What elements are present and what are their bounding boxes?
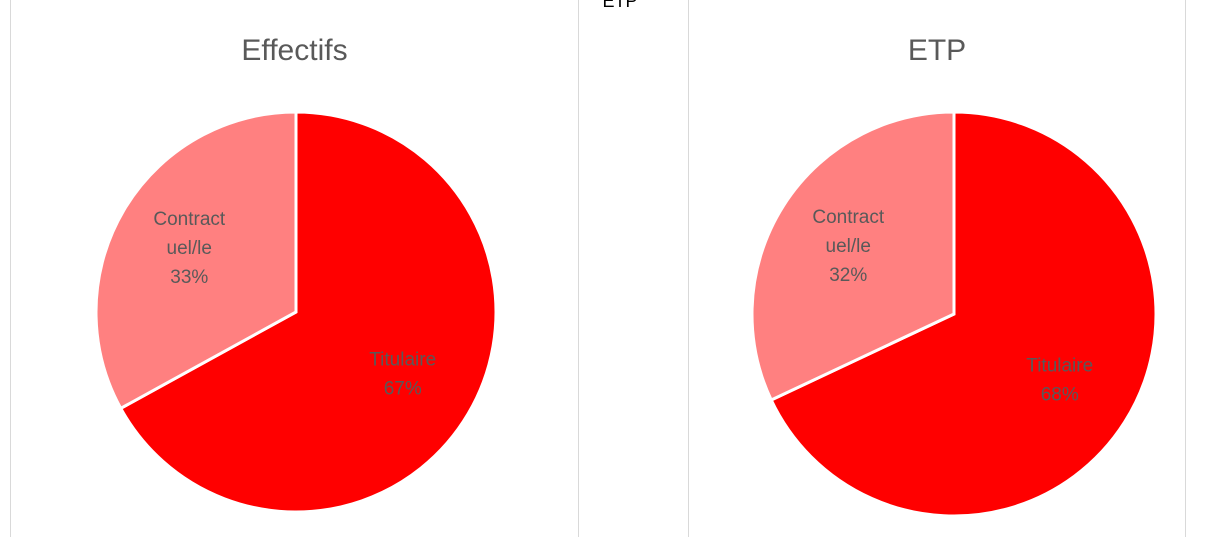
slice-category-label: uel/le [167,238,212,259]
pie-slice-contractuelle [94,110,298,411]
chart-title: ETP [907,34,967,67]
slice-percent-label: 67% [384,379,422,400]
slice-category-label: uel/le [826,236,871,257]
chart-effectifs: Effectifs Titulaire 67% Contract uel/le 33% [10,0,579,537]
slice-percent-label: 32% [829,265,867,286]
slice-category-label: Contract [812,207,885,228]
chart-etp: ETP Titulaire 68% Contract uel/le 32% [688,0,1186,537]
slice-category-label: Titulaire [369,350,436,371]
pie-chart-effectifs: Titulaire 67% Contract uel/le 33% [94,110,498,514]
pie-chart-etp: Titulaire 68% Contract uel/le 32% [750,110,1158,518]
slice-percent-label: 33% [170,267,208,288]
pie-slice-titulaire [118,110,498,514]
top-cut-label: ETP [602,0,638,11]
slice-percent-label: 68% [1041,385,1079,406]
pie-slice-titulaire [769,110,1158,518]
slice-category-label: Contract [153,209,226,230]
slice-category-label: Titulaire [1026,356,1093,377]
chart-title: Effectifs [241,34,348,67]
pie-slice-contractuelle [750,110,956,403]
